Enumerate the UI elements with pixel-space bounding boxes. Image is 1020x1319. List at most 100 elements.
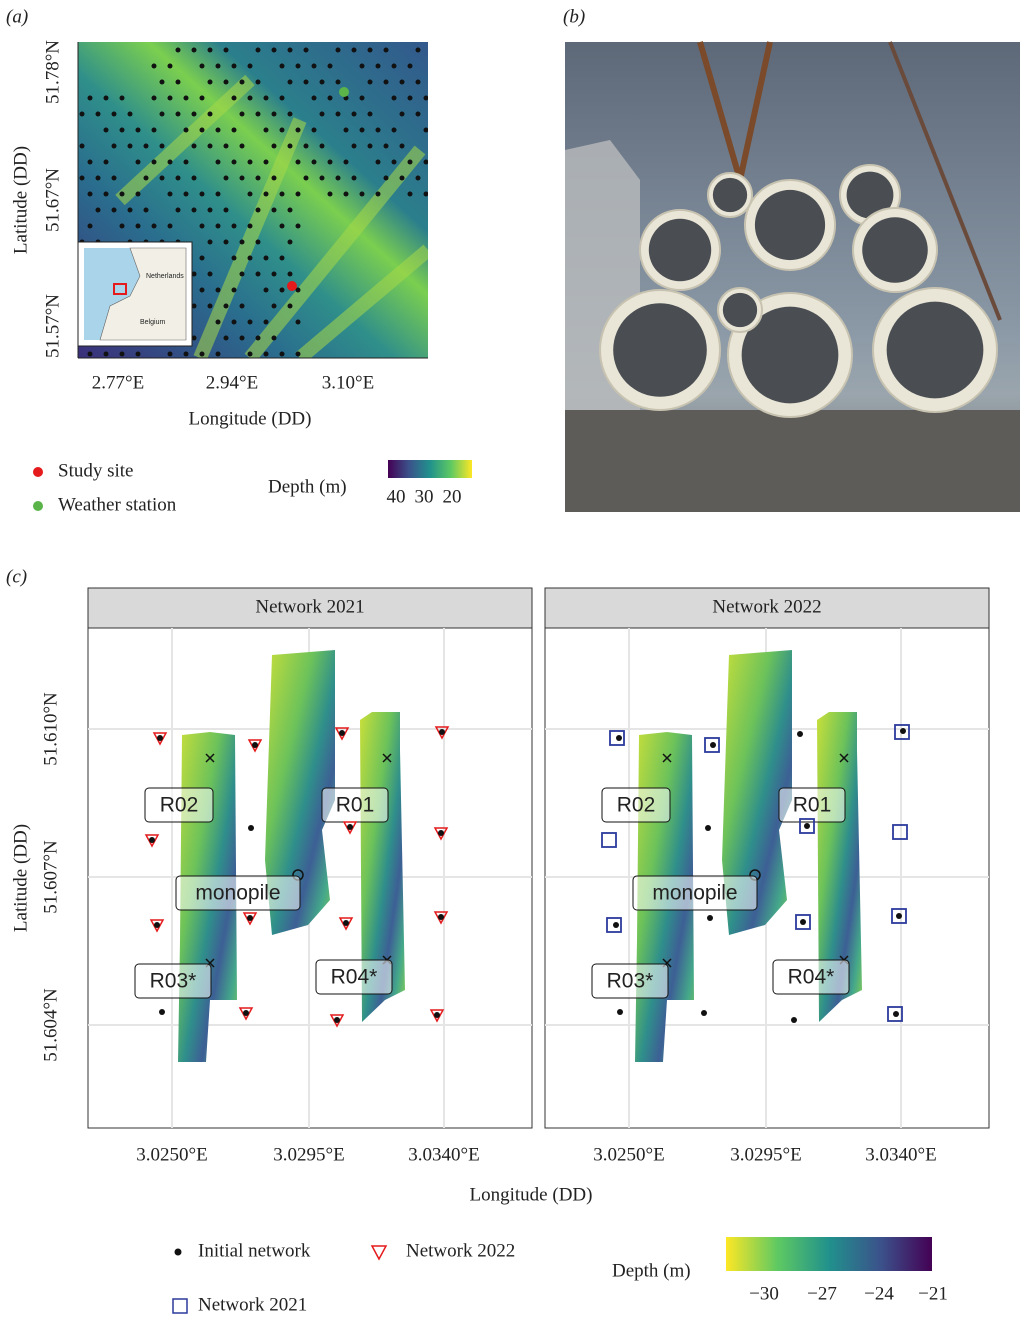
turbine (215, 191, 221, 197)
initial-station (438, 914, 444, 920)
turbine (167, 63, 173, 69)
y-tick-label: 51.67°N (42, 168, 63, 232)
site-label: R01 (336, 794, 375, 817)
turbine (247, 223, 253, 229)
turbine (327, 95, 333, 101)
turbine (167, 223, 173, 229)
network-2022-marker (433, 827, 449, 841)
turbine (111, 207, 117, 213)
site-label-box (175, 875, 301, 911)
axis-title: Longitude (DD) (470, 1184, 593, 1205)
turbine (135, 223, 141, 229)
turbine (95, 111, 101, 117)
turbine (183, 351, 189, 357)
turbine (279, 351, 285, 357)
receiver-cross (839, 753, 849, 763)
turbine (375, 63, 381, 69)
turbine (175, 207, 181, 213)
turbine (87, 223, 93, 229)
panel-label: (c) (6, 566, 27, 587)
network-2022-marker (247, 739, 263, 753)
turbine (263, 255, 269, 261)
turbine (263, 287, 269, 293)
turbine (215, 159, 221, 165)
turbine (119, 351, 125, 357)
turbine (271, 143, 277, 149)
turbine (263, 351, 269, 357)
site-label-box (778, 787, 846, 823)
initial-station (613, 922, 619, 928)
pipe-hole (722, 292, 758, 328)
network-2021-marker (795, 914, 811, 930)
turbine (295, 63, 301, 69)
turbine (279, 255, 285, 261)
initial-station (439, 729, 445, 735)
turbine (207, 79, 213, 85)
turbine (127, 111, 133, 117)
turbine (111, 143, 117, 149)
turbine (247, 63, 253, 69)
network-2022-marker (338, 917, 354, 931)
legend-label: Study site (58, 460, 133, 481)
turbine (175, 111, 181, 117)
turbine (103, 351, 109, 357)
colorbar-tick: −24 (864, 1283, 894, 1304)
x-tick-label: 3.0295°E (273, 1144, 344, 1165)
network-2021-marker (799, 818, 815, 834)
turbine (407, 95, 413, 101)
initial-station (243, 1010, 249, 1016)
legend-marker (370, 1245, 388, 1261)
turbine (295, 127, 301, 133)
turbine (151, 159, 157, 165)
turbine (135, 351, 141, 357)
turbine (271, 207, 277, 213)
colorbar-title: Depth (m) (268, 476, 347, 497)
turbine (295, 191, 301, 197)
turbine (255, 175, 261, 181)
facet-title: Network 2022 (712, 596, 821, 617)
turbine (191, 271, 197, 277)
site-label: R04* (788, 966, 835, 989)
turbine (231, 287, 237, 293)
initial-station (154, 922, 160, 928)
turbine (343, 127, 349, 133)
survey-strip (265, 650, 335, 935)
y-tick-label: 51.610°N (40, 692, 61, 766)
turbine (191, 143, 197, 149)
pipe-hole (754, 189, 826, 261)
turbine (391, 159, 397, 165)
turbine (423, 95, 428, 101)
turbine (175, 47, 181, 53)
site-label: R04* (331, 966, 378, 989)
colorbar-title: Depth (m) (612, 1260, 691, 1281)
turbine (287, 79, 293, 85)
turbine (223, 335, 229, 341)
pipe-hole (741, 306, 839, 404)
turbine (335, 79, 341, 85)
turbine (351, 175, 357, 181)
turbine (151, 127, 157, 133)
turbine (159, 79, 165, 85)
turbine (383, 47, 389, 53)
turbine (103, 191, 109, 197)
turbine (367, 143, 373, 149)
turbine (415, 47, 421, 53)
turbine (223, 303, 229, 309)
turbine (239, 271, 245, 277)
turbine (359, 63, 365, 69)
inset-marker (113, 283, 127, 295)
turbine (287, 207, 293, 213)
turbine (183, 127, 189, 133)
turbine (271, 303, 277, 309)
site-label-box (315, 959, 393, 995)
turbine (399, 79, 405, 85)
turbine (95, 175, 101, 181)
turbine (375, 191, 381, 197)
turbine (231, 223, 237, 229)
turbine (399, 143, 405, 149)
site-label: R02 (617, 794, 656, 817)
turbine (351, 47, 357, 53)
turbine (383, 79, 389, 85)
turbine (207, 303, 213, 309)
